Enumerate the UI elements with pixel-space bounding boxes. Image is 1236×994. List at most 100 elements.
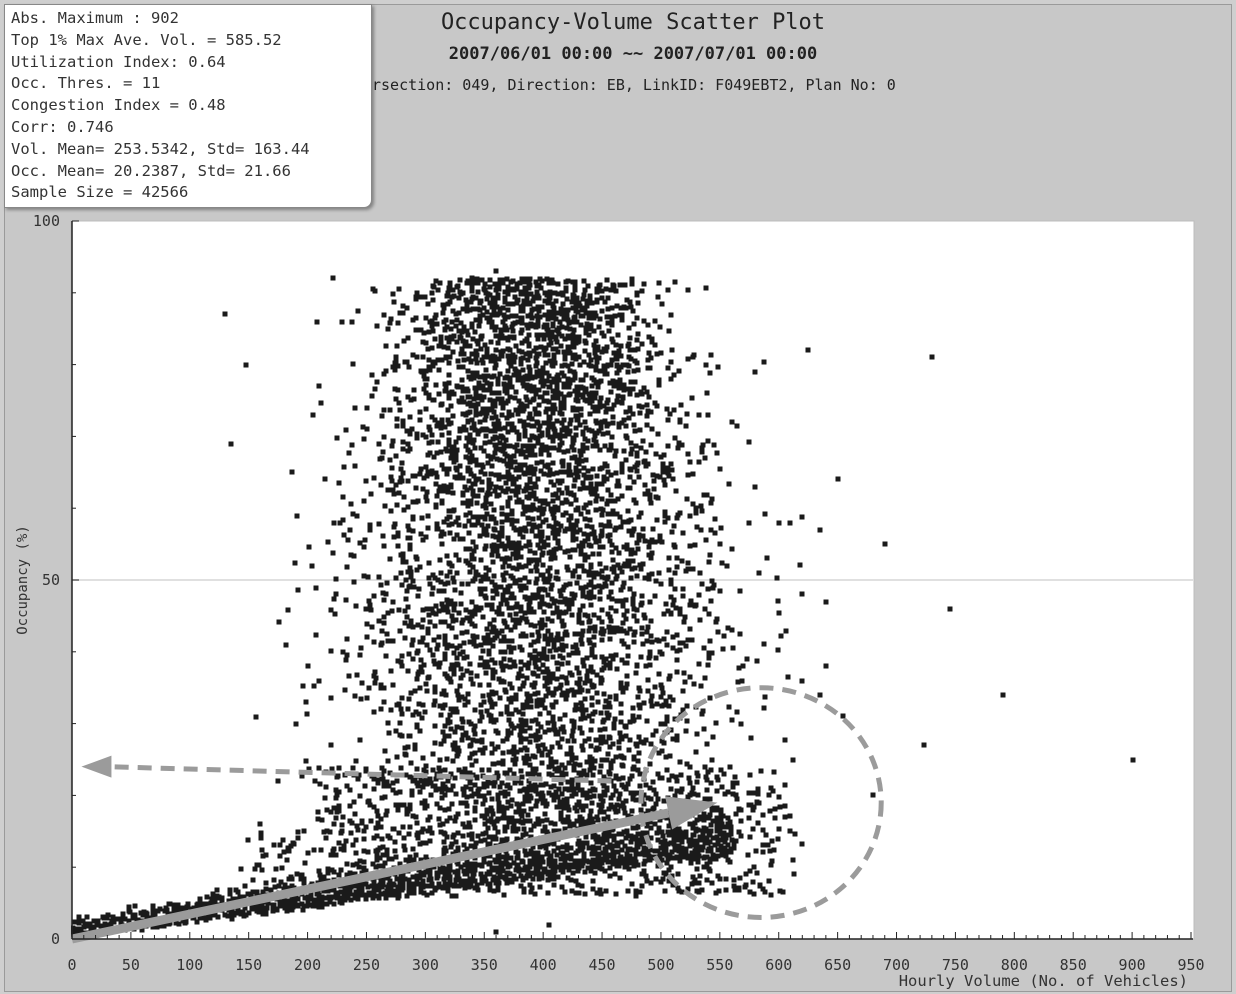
data-point [510,328,516,334]
data-point [550,438,556,444]
data-point [624,851,630,857]
data-point [510,278,516,284]
data-point [528,464,534,470]
data-point [580,543,586,549]
data-point [692,848,698,854]
data-point [495,829,501,835]
data-point [558,810,564,816]
data-point [590,404,596,410]
data-point [580,807,586,813]
data-point [645,408,651,414]
data-point [565,376,571,382]
data-point [545,841,551,847]
data-point [546,296,552,302]
data-point [663,845,669,851]
data-point [530,516,536,522]
data-point [436,608,442,614]
data-point [520,683,526,689]
data-point [636,403,642,409]
data-point [502,388,508,394]
data-point [589,300,595,306]
data-point [226,898,232,904]
data-point [464,668,470,674]
data-point [703,814,709,820]
data-point [276,883,282,889]
data-point [554,676,560,682]
data-point [515,377,521,383]
data-point [477,385,483,391]
data-point [634,839,640,845]
data-point [532,691,538,697]
data-point [599,637,605,643]
data-point [682,854,688,860]
data-point [402,620,408,626]
data-point [440,310,446,316]
data-point [565,317,571,323]
data-point [358,889,364,895]
data-point [482,516,488,522]
data-point [390,881,396,887]
data-point [489,514,495,520]
data-point [610,420,616,426]
data-point [645,677,651,683]
data-point [570,786,576,792]
data-point [564,796,570,802]
data-point [209,912,215,918]
data-point [496,537,502,543]
data-point [465,418,471,424]
data-point [647,847,653,853]
data-point [676,826,682,832]
data-point [486,485,492,491]
data-point [540,383,546,389]
data-point [533,484,539,490]
data-point [606,624,612,630]
data-point [587,293,593,299]
data-point [640,438,646,444]
data-point [649,336,655,342]
data-point [591,584,597,590]
data-point [423,854,429,860]
data-point [443,355,449,361]
data-point [531,384,537,390]
data-point [491,507,497,513]
data-point [545,669,551,675]
data-point [584,594,590,600]
data-point [468,676,474,682]
data-point [455,692,461,698]
data-point [514,518,520,524]
data-point [493,414,499,420]
data-point [783,628,789,634]
data-point [523,585,529,591]
data-point [534,360,540,366]
data-point [559,674,565,680]
data-point [460,882,466,888]
data-point [631,321,637,327]
data-point [544,656,550,662]
data-point [473,405,479,411]
data-point [663,754,669,760]
data-point [672,544,678,550]
data-point [680,640,686,646]
data-point [568,417,574,423]
data-point [529,388,535,394]
data-point [505,346,511,352]
data-point [516,866,522,872]
data-point [460,732,466,738]
data-point [582,348,588,354]
data-point [561,729,567,735]
data-point [566,867,572,873]
data-point [400,303,406,309]
data-point [438,425,444,431]
data-point [665,608,671,614]
data-point [410,846,416,852]
data-point [668,610,674,616]
data-point [487,385,493,391]
data-point [665,365,671,371]
data-point [486,682,492,688]
data-point [271,902,277,908]
data-point [527,595,533,601]
data-point [507,375,513,381]
data-point [488,501,494,507]
data-point [480,648,486,654]
data-point [520,367,526,373]
